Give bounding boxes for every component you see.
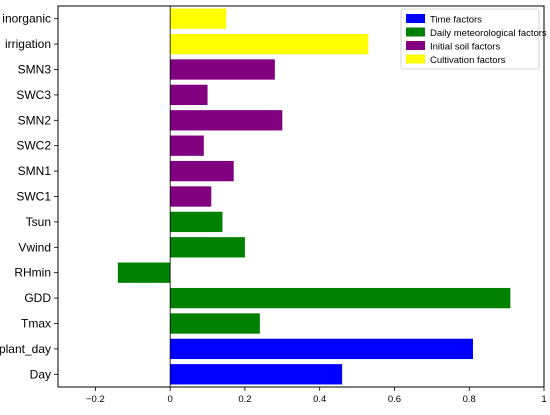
y-tick-label: SMN2 (18, 113, 52, 127)
legend-label: Daily meteorological factors (430, 28, 547, 39)
y-tick-label: plant_day (0, 342, 51, 356)
bar-swc2 (170, 135, 204, 156)
x-tick-label: 0.6 (388, 394, 401, 405)
legend: Time factors Daily meteorological factors… (400, 8, 547, 70)
y-tick-label: Tmax (21, 317, 51, 331)
bar-tmax (170, 313, 260, 334)
y-tick-label: SMN3 (18, 63, 52, 77)
y-tick-label: SWC2 (16, 139, 51, 153)
bar-smn2 (170, 110, 283, 131)
bar-swc3 (170, 84, 208, 106)
y-tick-label: Tsun (26, 215, 51, 229)
x-tick-label: −0.2 (86, 394, 105, 405)
bar-swc1 (170, 186, 212, 207)
bar-day (170, 364, 343, 385)
bar-plant-day (170, 338, 473, 360)
x-tick-label: 1 (541, 394, 546, 405)
legend-swatch (406, 27, 425, 37)
y-tick-label: Vwind (18, 240, 51, 254)
y-axis: inorganic irrigation SMN3 SWC3 SMN2 SWC2 SMN1 S… (0, 12, 58, 381)
y-tick-label: SWC3 (16, 88, 51, 102)
x-tick-label: 0.4 (313, 394, 326, 405)
x-tick-label: 0 (168, 394, 173, 405)
legend-swatch (406, 41, 425, 50)
bars-group (117, 8, 511, 385)
y-tick-label: SWC1 (16, 190, 51, 204)
legend-swatch (406, 54, 425, 64)
legend-label: Initial soil factors (430, 42, 500, 53)
x-axis: −0.2 0 0.2 0.4 0.6 0.8 1 (86, 387, 547, 405)
bar-vwind (170, 237, 245, 258)
y-tick-label: GDD (24, 291, 51, 305)
bar-rhmin (117, 262, 171, 283)
plot-area (57, 5, 545, 388)
bar-smn3 (170, 59, 275, 80)
y-tick-label: inorganic (2, 12, 51, 26)
legend-frame (400, 8, 540, 70)
bar-gdd (170, 287, 511, 309)
x-tick-label: 0.2 (238, 394, 251, 405)
y-tick-label: RHmin (14, 266, 51, 280)
bar-irrigation (170, 33, 369, 55)
x-tick-label: 0.8 (463, 394, 476, 405)
legend-label: Cultivation factors (430, 55, 506, 66)
bar-tsun (170, 211, 223, 233)
legend-swatch (406, 14, 425, 23)
legend-label: Time factors (430, 15, 482, 26)
y-tick-label: Day (30, 367, 51, 381)
bar-smn1 (170, 160, 234, 182)
y-tick-label: irrigation (5, 37, 51, 51)
y-tick-label: SMN1 (18, 164, 52, 178)
bar-inorganic (170, 8, 227, 29)
